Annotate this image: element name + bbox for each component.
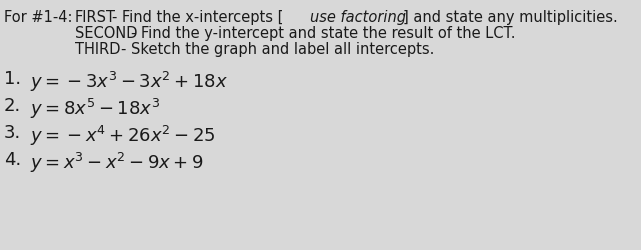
Text: 2.: 2. [4,97,21,115]
Text: ] and state any multiplicities.: ] and state any multiplicities. [403,10,618,25]
Text: use factoring: use factoring [310,10,406,25]
Text: THIRD: THIRD [75,42,121,57]
Text: SECOND: SECOND [75,26,138,41]
Text: $y=-3x^3-3x^2+18x$: $y=-3x^3-3x^2+18x$ [30,70,228,94]
Text: - Sketch the graph and label all intercepts.: - Sketch the graph and label all interce… [121,42,435,57]
Text: $y=-x^4+26x^2-25$: $y=-x^4+26x^2-25$ [30,124,215,148]
Text: $y=8x^5-18x^3$: $y=8x^5-18x^3$ [30,97,160,121]
Text: $y=x^3-x^2-9x+9$: $y=x^3-x^2-9x+9$ [30,151,204,175]
Text: - Find the y-intercept and state the result of the LCT.: - Find the y-intercept and state the res… [131,26,515,41]
Text: For #1-4:: For #1-4: [4,10,72,25]
Text: 1.: 1. [4,70,21,88]
Text: - Find the x-intercepts [: - Find the x-intercepts [ [112,10,283,25]
Text: 4.: 4. [4,151,21,169]
Text: FIRST: FIRST [75,10,116,25]
Text: 3.: 3. [4,124,21,142]
